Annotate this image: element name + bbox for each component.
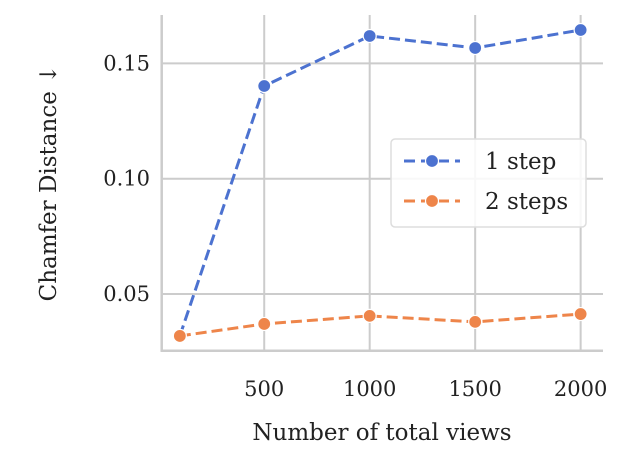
legend-marker — [424, 153, 440, 169]
x-tick-label: 2000 — [554, 377, 607, 401]
series-line-0 — [178, 28, 581, 337]
data-point — [362, 308, 377, 323]
x-tick-label: 1500 — [448, 377, 501, 401]
data-point — [257, 316, 272, 332]
series-line-1 — [179, 312, 581, 338]
y-tick-label: 0.15 — [103, 51, 150, 75]
legend-label: 2 steps — [485, 189, 568, 215]
x-tick-label: 500 — [244, 377, 284, 401]
legend-label: 1 step — [485, 149, 556, 175]
data-point — [172, 328, 187, 344]
axes — [160, 15, 603, 352]
data-point — [468, 314, 483, 329]
data-point — [362, 28, 377, 44]
data-point — [257, 78, 272, 94]
y-tick-label: 0.10 — [103, 167, 150, 191]
data-point — [573, 306, 588, 322]
legend-marker — [424, 193, 440, 209]
x-tick-label: 1000 — [343, 377, 396, 401]
series — [172, 22, 588, 344]
legend: 1 step 2 steps — [390, 138, 587, 228]
data-point — [468, 40, 483, 56]
x-axis-label: Number of total views — [252, 420, 511, 446]
grid — [161, 15, 603, 351]
y-axis-label: Chamfer Distance ↓ — [36, 65, 62, 302]
y-tick-label: 0.05 — [103, 282, 150, 306]
tick-labels: 500 1000 1500 2000 0.05 0.10 0.15 — [103, 51, 607, 401]
data-point — [573, 22, 588, 38]
